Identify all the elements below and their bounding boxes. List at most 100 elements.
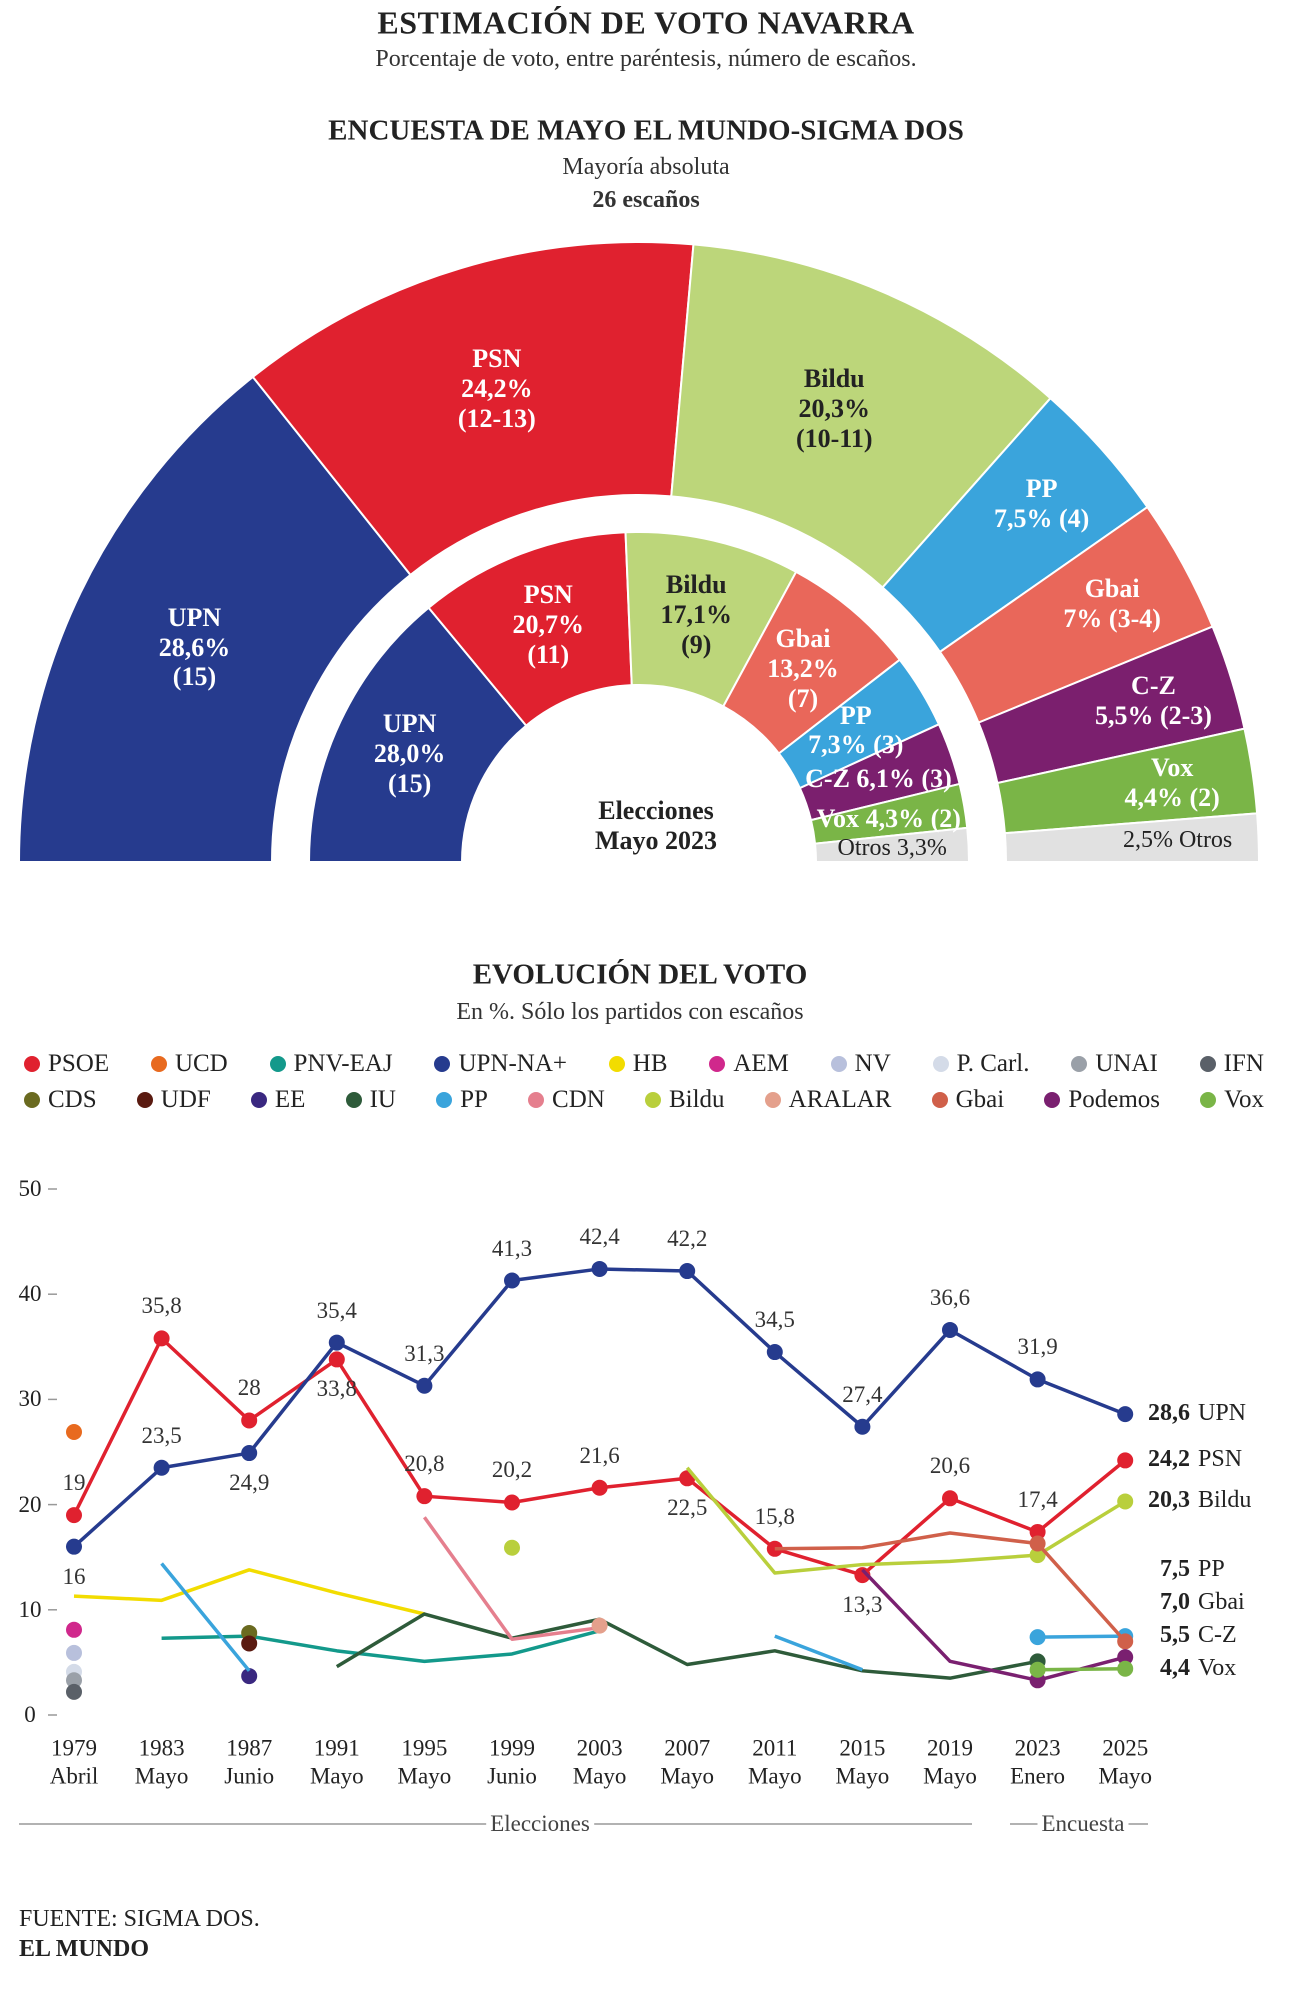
legend-item: EE — [250, 1086, 306, 1114]
segment-name: Bildu — [665, 570, 727, 600]
segment-label: Vox 4,4% (2) — [1125, 753, 1220, 813]
series-point — [241, 1412, 258, 1429]
legend-item: PP — [436, 1086, 488, 1114]
segment-value_label: 24,2% — [461, 374, 533, 404]
segment-name: Gbai — [775, 623, 831, 653]
legend-label: IU — [369, 1086, 396, 1113]
legend-label: EE — [274, 1086, 306, 1113]
value-label: 23,5 — [141, 1422, 182, 1448]
segment — [307, 606, 528, 863]
series-line — [1037, 1666, 1126, 1672]
x-tick-label: 2011 Mayo — [747, 1735, 802, 1788]
segment-name: Otros — [1178, 827, 1233, 854]
segment-value: 6,1% — [856, 763, 915, 793]
legend-label: NV — [854, 1050, 891, 1077]
series-point — [416, 1488, 433, 1505]
legend-swatch — [644, 1092, 661, 1108]
x-tick-label: 2003 Mayo — [572, 1735, 627, 1788]
legend-label: UDF — [160, 1086, 211, 1113]
chart-title: EVOLUCIÓN DEL VOTO — [472, 958, 808, 991]
end-name: PSN — [1198, 1446, 1243, 1473]
legend-item: P. Carl. — [932, 1050, 1030, 1078]
legend-swatch — [269, 1056, 286, 1072]
value-label: 13,3 — [842, 1591, 883, 1617]
legend-swatch — [434, 1056, 451, 1072]
segment-seats: (2) — [930, 803, 961, 833]
series-point — [1029, 1535, 1046, 1552]
value-label: 42,4 — [579, 1223, 620, 1249]
x-tick-label: 1991 Mayo — [309, 1735, 364, 1788]
value-label: 36,6 — [929, 1284, 971, 1310]
segment-label: PP 7,3% (3) — [808, 701, 903, 761]
series-point — [766, 1344, 783, 1361]
legend-item: UDF — [136, 1086, 211, 1114]
segment-value_label: 20,7% — [512, 610, 585, 640]
legend-swatch — [436, 1092, 453, 1108]
x-tick-label: 2007 Mayo — [660, 1735, 715, 1788]
segment-seats: (12-13) — [457, 404, 536, 434]
ring-name: Elecciones Mayo 2023 — [594, 796, 718, 855]
x-tick-label: 2015 Mayo — [835, 1735, 890, 1788]
series-point — [1029, 1547, 1046, 1564]
legend-swatch — [764, 1092, 781, 1108]
series-point — [591, 1260, 608, 1277]
segment-seats: (15) — [172, 662, 217, 692]
value-label: 35,8 — [141, 1293, 182, 1319]
segment-seats: (7) — [787, 683, 819, 713]
segment-seats: (11) — [527, 640, 570, 670]
end-label: 7,5 PP — [1140, 1556, 1225, 1584]
segment-label: Vox 4,3% (2) — [817, 804, 961, 834]
legend-item: AEM — [709, 1050, 789, 1078]
legend-label: PP — [460, 1086, 488, 1113]
series-point — [66, 1683, 82, 1700]
value-label: 34,5 — [754, 1306, 795, 1332]
series-point — [328, 1334, 345, 1351]
x-tick-label: 1983 Mayo — [134, 1735, 189, 1788]
legend-swatch — [150, 1056, 167, 1072]
segment-seats: (10-11) — [795, 423, 873, 453]
value-label: 28 — [237, 1375, 261, 1401]
legend-label: Vox — [1224, 1086, 1264, 1113]
legend-swatch — [528, 1092, 545, 1108]
legend-label: HB — [632, 1050, 668, 1077]
x-tick-label: 1999 Junio — [487, 1735, 537, 1788]
segment-seats: (3) — [921, 763, 952, 793]
legend-swatch — [250, 1092, 267, 1108]
segment-value: 4,4% — [1124, 782, 1184, 812]
value-label: 31,3 — [404, 1340, 445, 1366]
series-point — [66, 1507, 82, 1524]
segment-value_label: 13,2% — [767, 653, 839, 683]
series-point — [504, 1539, 520, 1556]
legend-label: PSOE — [48, 1050, 110, 1077]
series-point — [66, 1672, 82, 1689]
legend-swatch — [931, 1092, 948, 1108]
series-line — [73, 1568, 425, 1616]
segment-label: Bildu 20,3% (10-11) — [796, 364, 873, 454]
segment-label: UPN 28,0% (15) — [374, 709, 446, 799]
segment-label: PSN 24,2% (12-13) — [458, 345, 536, 435]
segment-value: 3,3% — [896, 835, 947, 862]
series-point — [153, 1459, 170, 1476]
segment-seats: (2-3) — [1159, 701, 1212, 731]
value-label: 33,8 — [316, 1376, 357, 1402]
segment-name: PSN — [523, 580, 573, 610]
legend-item: NV — [830, 1050, 891, 1078]
segment-seats: (15) — [387, 769, 432, 799]
section-title: ENCUESTA DE MAYO EL MUNDO-SIGMA DOS — [328, 114, 964, 147]
legend-label: Gbai — [955, 1086, 1005, 1113]
end-label: 28,6 UPN — [1140, 1400, 1246, 1428]
legend-swatch — [1071, 1056, 1088, 1072]
series-point — [1117, 1406, 1134, 1423]
segment-name: Vox — [1150, 752, 1194, 782]
segment-value: 2,5% — [1122, 827, 1173, 854]
segment-value: 7,3% — [808, 730, 867, 760]
segment-name: PP — [839, 700, 872, 730]
segment — [17, 375, 412, 863]
legend-item: PSOE — [24, 1050, 109, 1078]
legend-item: HB — [608, 1050, 668, 1078]
value-label: 35,4 — [316, 1297, 357, 1323]
legend-swatch — [1199, 1056, 1216, 1072]
end-name: Gbai — [1198, 1588, 1245, 1615]
series-point — [1117, 1633, 1134, 1650]
legend-item: IU — [345, 1086, 396, 1114]
